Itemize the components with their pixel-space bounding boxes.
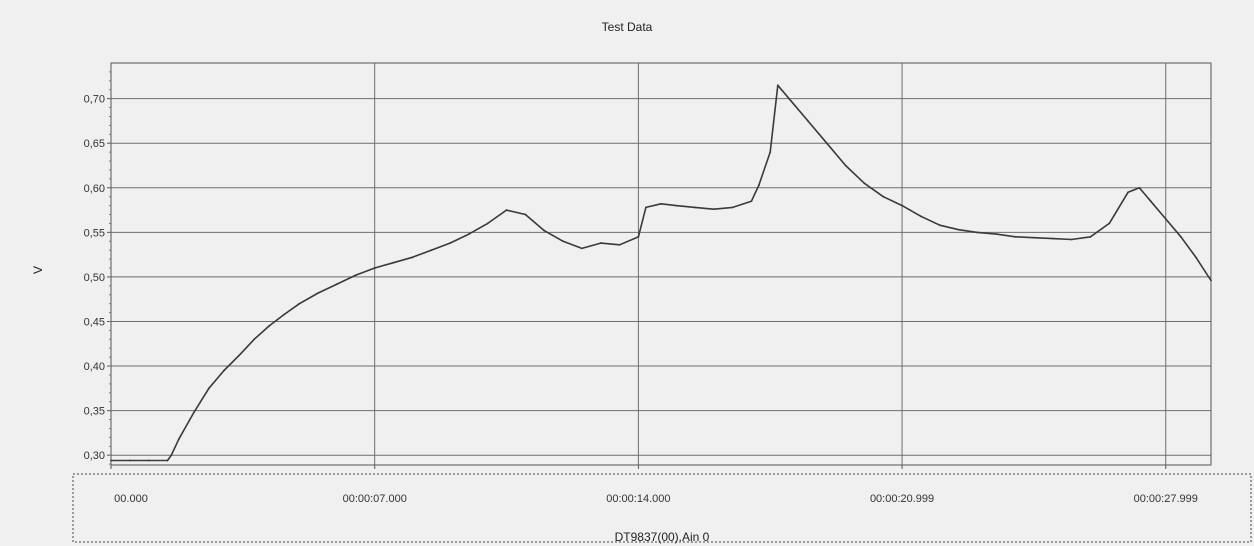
data-point bbox=[430, 249, 433, 252]
data-point bbox=[1179, 235, 1182, 238]
x-tick-label: 00:00:20.999 bbox=[870, 493, 934, 505]
data-point bbox=[110, 459, 112, 462]
data-point bbox=[208, 387, 210, 390]
y-tick-label: 0,50 bbox=[84, 272, 105, 284]
series-layer bbox=[110, 84, 1212, 462]
data-point bbox=[675, 204, 677, 207]
x-axis-title: DT9837(00).Ain 0 bbox=[615, 530, 710, 544]
data-point bbox=[543, 229, 546, 232]
data-point bbox=[1164, 218, 1167, 220]
data-point bbox=[177, 438, 180, 441]
data-point bbox=[712, 208, 715, 211]
y-tick-label: 0,30 bbox=[84, 450, 105, 462]
data-point bbox=[467, 233, 470, 236]
x-axis-selection-box[interactable] bbox=[72, 473, 1252, 543]
data-point bbox=[825, 142, 828, 145]
data-point bbox=[192, 411, 195, 414]
data-point bbox=[524, 213, 527, 216]
data-point bbox=[170, 454, 173, 457]
data-point bbox=[599, 242, 602, 244]
series-line bbox=[111, 84, 1212, 462]
data-point bbox=[758, 184, 760, 187]
data-point bbox=[354, 274, 357, 277]
data-point bbox=[618, 243, 621, 246]
x-tick-label: 00.000 bbox=[114, 493, 148, 505]
data-point bbox=[392, 261, 395, 264]
data-point bbox=[336, 283, 338, 285]
y-axis-title: V bbox=[31, 266, 45, 274]
data-point bbox=[268, 325, 271, 327]
y-tick-label: 0,35 bbox=[84, 406, 105, 418]
data-point bbox=[1108, 222, 1111, 225]
y-tick-label: 0,60 bbox=[84, 183, 105, 195]
data-point bbox=[253, 338, 256, 341]
y-tick-label: 0,55 bbox=[84, 227, 105, 239]
data-point bbox=[976, 231, 979, 234]
data-point bbox=[223, 369, 225, 372]
data-point bbox=[238, 354, 240, 357]
y-tick-label: 0,65 bbox=[84, 138, 105, 150]
chart-title: Test Data bbox=[601, 20, 653, 34]
data-point bbox=[920, 215, 922, 218]
data-point bbox=[731, 206, 734, 209]
data-point bbox=[637, 235, 640, 238]
y-tick-label: 0,45 bbox=[84, 316, 105, 328]
data-point bbox=[411, 256, 414, 259]
data-point bbox=[938, 224, 941, 227]
data-point bbox=[1210, 279, 1212, 282]
data-point bbox=[995, 233, 998, 236]
x-tick-label: 00:00:14.000 bbox=[606, 493, 670, 505]
data-point bbox=[807, 120, 809, 122]
data-point bbox=[660, 202, 662, 205]
data-point bbox=[882, 195, 885, 198]
data-point bbox=[957, 228, 960, 231]
grid bbox=[111, 63, 1211, 465]
x-tick-label: 00:00:07.000 bbox=[343, 493, 407, 505]
data-point bbox=[1138, 186, 1141, 189]
data-point bbox=[1089, 235, 1092, 238]
data-point bbox=[776, 84, 779, 87]
data-point bbox=[166, 459, 169, 462]
data-point bbox=[1149, 200, 1152, 203]
data-point bbox=[844, 164, 847, 167]
data-point bbox=[788, 97, 790, 100]
data-point bbox=[486, 222, 489, 225]
data-point bbox=[298, 302, 301, 305]
data-point bbox=[1127, 191, 1130, 194]
data-point bbox=[147, 459, 150, 462]
x-tick-label: 00:00:27.999 bbox=[1134, 493, 1198, 505]
data-point bbox=[901, 204, 903, 207]
data-point bbox=[505, 209, 508, 211]
data-point bbox=[769, 151, 772, 154]
x-axis: 00.000 00:00:07.000 00:00:14.000 00:00:20.9… bbox=[110, 465, 1198, 505]
data-point bbox=[373, 267, 376, 269]
plot-frame bbox=[110, 62, 1212, 466]
y-tick-label: 0,40 bbox=[84, 361, 105, 373]
data-point bbox=[449, 242, 451, 244]
y-axis: 0,30 0,35 0,40 0,45 0,50 0,55 0,60 0,65 0,70 bbox=[84, 71, 111, 465]
data-point bbox=[580, 247, 583, 250]
y-tick-label: 0,70 bbox=[84, 94, 105, 106]
data-point bbox=[1014, 235, 1017, 238]
data-point bbox=[283, 313, 286, 316]
data-point bbox=[1195, 256, 1197, 259]
data-point bbox=[1033, 236, 1035, 239]
data-point bbox=[694, 206, 696, 209]
data-point bbox=[1051, 237, 1054, 240]
data-point bbox=[863, 182, 866, 185]
data-point bbox=[1070, 238, 1073, 241]
data-point bbox=[750, 200, 753, 203]
data-point bbox=[645, 206, 647, 209]
data-point bbox=[562, 240, 564, 243]
data-point bbox=[317, 292, 320, 294]
data-point bbox=[128, 459, 131, 462]
